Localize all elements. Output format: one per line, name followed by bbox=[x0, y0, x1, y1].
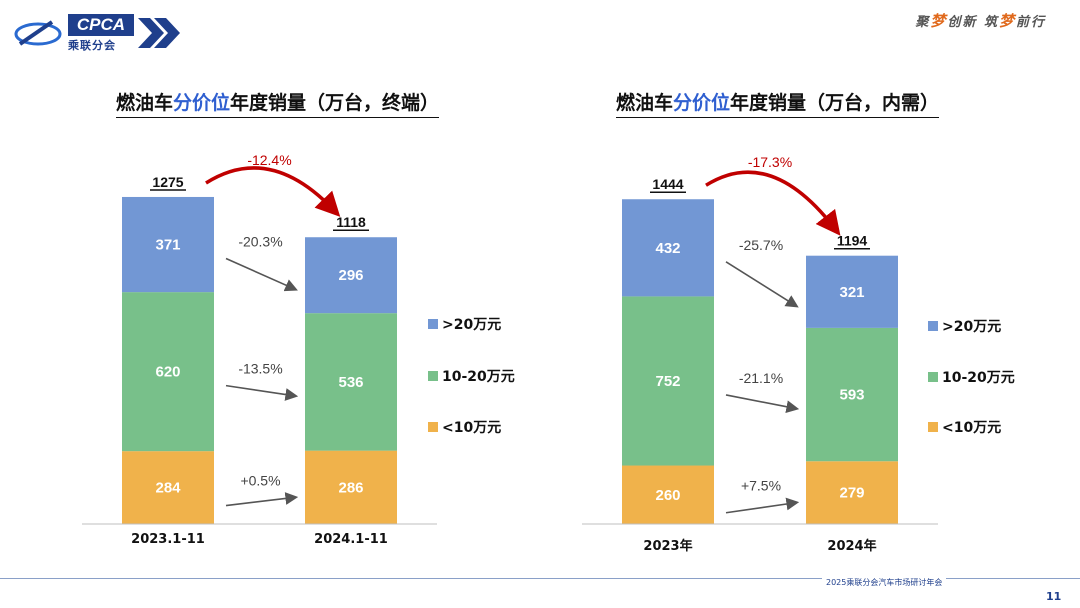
change-arrow bbox=[725, 394, 800, 414]
logo-cn-text: 乘联分会 bbox=[68, 39, 116, 52]
change-arrow bbox=[225, 492, 299, 507]
title-part: 年度销量（万台，内需） bbox=[730, 92, 940, 114]
total-change-label: -17.3% bbox=[748, 154, 792, 170]
slogan-highlight: 梦 bbox=[998, 12, 1016, 30]
total-value-label: 1194 bbox=[837, 233, 868, 249]
title-part: 燃油车 bbox=[116, 92, 174, 114]
change-arrow bbox=[725, 261, 799, 308]
bar-segment bbox=[122, 292, 214, 452]
page-number: 11 bbox=[1046, 590, 1062, 603]
footer-text: 2025乘联分会汽车市场研讨年会 bbox=[822, 577, 947, 588]
bar-segment bbox=[305, 313, 397, 451]
total-change-arrow bbox=[705, 170, 841, 236]
bar-segment bbox=[622, 296, 714, 466]
segment-value-label: 279 bbox=[839, 485, 864, 502]
title-highlight: 分价位 bbox=[173, 92, 231, 114]
segment-value-label: 432 bbox=[655, 240, 680, 257]
x-axis-tick-label: 2024.1-11 bbox=[314, 532, 388, 547]
legend-swatch bbox=[928, 422, 938, 432]
change-percent-label: -25.7% bbox=[739, 237, 783, 253]
slogan-part: 前行 bbox=[1015, 15, 1046, 30]
change-percent-label: +0.5% bbox=[240, 472, 280, 488]
cpca-logo: CPCA 乘联分会 bbox=[12, 14, 182, 54]
segment-value-label: 371 bbox=[155, 237, 180, 254]
change-arrow bbox=[725, 497, 800, 514]
change-arrow bbox=[225, 257, 298, 292]
change-percent-label: +7.5% bbox=[741, 478, 781, 494]
segment-value-label: 752 bbox=[655, 373, 680, 390]
slogan-part: 聚 bbox=[915, 15, 931, 30]
bar-segment bbox=[806, 327, 898, 462]
bar-segment bbox=[305, 450, 397, 524]
legend-entry: >20万元 bbox=[442, 317, 501, 333]
title-highlight: 分价位 bbox=[673, 92, 731, 114]
legend-swatch bbox=[428, 422, 438, 432]
x-axis-tick-label: 2023年 bbox=[643, 538, 692, 554]
bar-segment bbox=[806, 255, 898, 328]
total-value-label: 1275 bbox=[152, 174, 183, 190]
segment-value-label: 296 bbox=[338, 267, 363, 284]
segment-value-label: 286 bbox=[338, 479, 363, 496]
change-percent-label: -20.3% bbox=[238, 234, 282, 250]
legend-swatch bbox=[928, 321, 938, 331]
bar-segment bbox=[622, 199, 714, 297]
total-change-arrow bbox=[205, 166, 341, 217]
double-chevron-icon bbox=[138, 18, 180, 48]
segment-value-label: 260 bbox=[655, 487, 680, 504]
total-value-label: 1118 bbox=[336, 214, 366, 230]
total-value-label: 1444 bbox=[652, 176, 683, 192]
cpca-emblem-icon bbox=[14, 20, 62, 46]
segment-value-label: 593 bbox=[839, 387, 864, 404]
legend-swatch bbox=[428, 319, 438, 329]
chart-1-title: 燃油车分价位年度销量（万台，终端） bbox=[116, 88, 440, 118]
footer-divider bbox=[0, 578, 1080, 579]
bar-segment bbox=[622, 465, 714, 524]
change-percent-label: -21.1% bbox=[739, 370, 783, 386]
change-arrow bbox=[225, 384, 299, 401]
legend-entry: <10万元 bbox=[442, 420, 501, 436]
slogan-highlight: 梦 bbox=[930, 12, 948, 30]
change-percent-label: -13.5% bbox=[238, 361, 282, 377]
bar-segment bbox=[305, 237, 397, 314]
bar-segment bbox=[122, 196, 214, 293]
logo-text: CPCA bbox=[68, 14, 134, 36]
segment-value-label: 284 bbox=[155, 480, 181, 497]
bar-segment bbox=[806, 461, 898, 524]
legend-swatch bbox=[428, 371, 438, 381]
slogan: 聚梦创新 筑梦前行 bbox=[915, 10, 1046, 31]
chart-2-title: 燃油车分价位年度销量（万台，内需） bbox=[616, 88, 940, 118]
segment-value-label: 321 bbox=[839, 284, 864, 301]
segment-value-label: 536 bbox=[338, 374, 363, 391]
segment-value-label: 620 bbox=[155, 364, 180, 381]
legend-entry: <10万元 bbox=[942, 420, 1001, 436]
x-axis-tick-label: 2023.1-11 bbox=[131, 532, 205, 547]
title-part: 燃油车 bbox=[616, 92, 674, 114]
x-axis-tick-label: 2024年 bbox=[827, 538, 876, 554]
title-part: 年度销量（万台，终端） bbox=[230, 92, 440, 114]
legend-swatch bbox=[928, 372, 938, 382]
legend-entry: 10-20万元 bbox=[442, 369, 515, 385]
slogan-part: 创新 筑 bbox=[947, 15, 999, 30]
legend-entry: >20万元 bbox=[942, 319, 1001, 335]
total-change-label: -12.4% bbox=[247, 152, 291, 168]
bar-segment bbox=[122, 451, 214, 524]
legend-entry: 10-20万元 bbox=[942, 370, 1015, 386]
